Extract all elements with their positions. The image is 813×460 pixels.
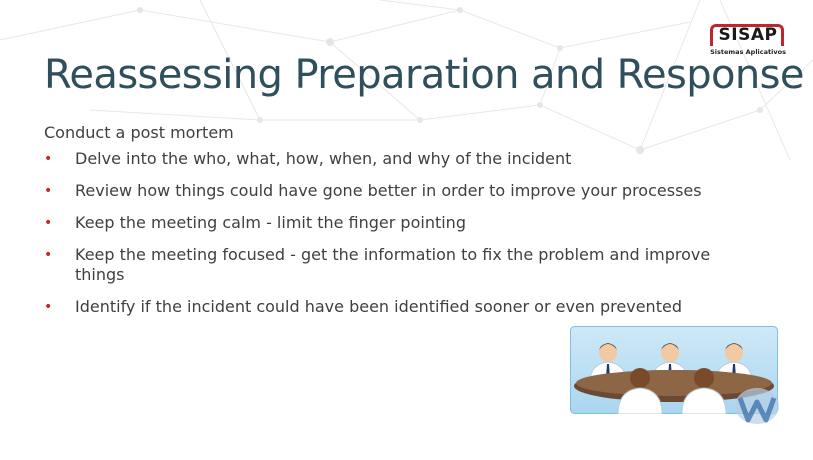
bullet-dot-icon: • xyxy=(44,299,53,315)
logo-name: SISAP xyxy=(718,25,778,45)
bullet-text: Review how things could have gone better… xyxy=(75,181,702,200)
bullet-dot-icon: • xyxy=(44,215,53,231)
logo-tagline: Sistemas Aplicativos xyxy=(710,48,786,56)
bullet-text: Identify if the incident could have been… xyxy=(75,297,682,316)
bullet-item: • Keep the meeting calm - limit the finge… xyxy=(44,213,764,233)
slide-title: Reassessing Preparation and Response xyxy=(44,52,805,98)
bullet-dot-icon: • xyxy=(44,247,53,263)
slide-intro: Conduct a post mortem xyxy=(44,123,234,142)
bullet-dot-icon: • xyxy=(44,183,53,199)
bullet-item: • Identify if the incident could have bee… xyxy=(44,297,764,317)
bullet-text: Keep the meeting calm - limit the finger… xyxy=(75,213,466,232)
w-watermark-icon xyxy=(735,388,779,424)
logo-frame xyxy=(710,24,784,46)
bullet-item: • Review how things could have gone bette… xyxy=(44,181,764,201)
bullet-dot-icon: • xyxy=(44,151,53,167)
bullet-list: • Delve into the who, what, how, when, an… xyxy=(44,149,764,329)
bullet-text: Keep the meeting focused - get the infor… xyxy=(75,245,711,284)
bullet-item: • Delve into the who, what, how, when, an… xyxy=(44,149,764,169)
sisap-logo: SISAP Sistemas Aplicativos xyxy=(706,22,790,58)
bullet-text: Delve into the who, what, how, when, and… xyxy=(75,149,572,168)
meeting-table-icon xyxy=(570,326,778,414)
bullet-item: • Keep the meeting focused - get the info… xyxy=(44,245,764,285)
